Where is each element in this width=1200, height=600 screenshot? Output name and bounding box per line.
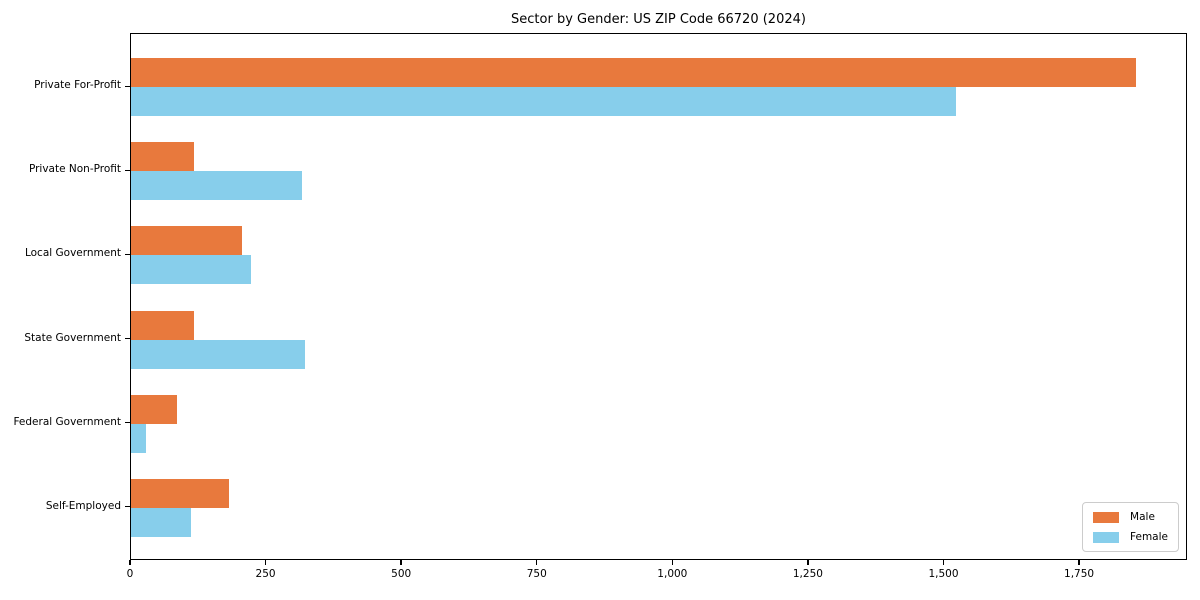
- x-tick-mark: [536, 560, 538, 565]
- x-tick-label-1500: 1,500: [928, 568, 959, 580]
- bar-group-self-employed: [131, 478, 1186, 537]
- x-tick-mark: [264, 560, 267, 565]
- y-tick-mark: [125, 253, 130, 256]
- y-tick-mark: [125, 169, 130, 172]
- legend: Male Female: [1082, 502, 1179, 552]
- y-tick-label-private-for-profit: Private For-Profit: [34, 79, 121, 92]
- y-tick-mark: [125, 337, 130, 340]
- female-swatch-icon: [1093, 531, 1120, 543]
- female-bar-local-government: [131, 255, 251, 285]
- y-tick-label-local-government: Local Government: [24, 247, 121, 260]
- x-tick-label-0: 0: [126, 568, 134, 580]
- bar-group-local-government: [131, 226, 1186, 285]
- bar-group-federal-government: [131, 394, 1186, 453]
- female-bar-private-for-profit: [131, 87, 956, 117]
- x-tick-label-1000: 1,000: [657, 568, 688, 580]
- x-tick-mark: [942, 560, 945, 565]
- male-bar-local-government: [131, 226, 242, 256]
- legend-label-female: Female: [1130, 531, 1168, 543]
- male-bar-self-employed: [131, 478, 229, 508]
- x-tick-mark: [400, 560, 402, 565]
- male-bar-state-government: [131, 310, 195, 340]
- y-tick-mark: [125, 421, 130, 424]
- y-tick-mark: [125, 505, 130, 508]
- x-tick-label-250: 250: [255, 568, 276, 580]
- y-tick-mark: [125, 85, 130, 88]
- x-tick-label-1250: 1,250: [792, 568, 823, 580]
- legend-label-male: Male: [1130, 511, 1155, 523]
- legend-entry-female: Female: [1093, 531, 1168, 543]
- bar-group-private-non-profit: [131, 142, 1186, 201]
- x-tick-mark: [1078, 560, 1080, 565]
- male-bar-private-for-profit: [131, 58, 1136, 88]
- x-tick-label-1750: 1,750: [1064, 568, 1095, 580]
- x-tick-label-500: 500: [391, 568, 412, 580]
- female-bar-state-government: [131, 339, 306, 369]
- x-tick-label-750: 750: [526, 568, 547, 580]
- bar-group-private-for-profit: [131, 58, 1186, 117]
- plot-area: Male Female: [130, 33, 1187, 560]
- y-tick-label-federal-government: Federal Government: [13, 415, 121, 428]
- y-tick-label-self-employed: Self-Employed: [45, 499, 121, 512]
- x-tick-mark: [671, 560, 674, 565]
- bar-group-state-government: [131, 310, 1186, 369]
- y-tick-label-state-government: State Government: [24, 331, 121, 344]
- x-tick-mark: [807, 560, 809, 565]
- legend-entry-male: Male: [1093, 511, 1168, 523]
- female-bar-private-non-profit: [131, 171, 303, 201]
- female-bar-self-employed: [131, 507, 191, 537]
- chart-title: Sector by Gender: US ZIP Code 66720 (202…: [511, 12, 806, 27]
- male-swatch-icon: [1093, 511, 1120, 523]
- x-tick-mark: [129, 560, 131, 565]
- male-bar-federal-government: [131, 394, 177, 424]
- male-bar-private-non-profit: [131, 142, 195, 172]
- y-tick-label-private-non-profit: Private Non-Profit: [28, 163, 121, 176]
- female-bar-federal-government: [131, 423, 147, 453]
